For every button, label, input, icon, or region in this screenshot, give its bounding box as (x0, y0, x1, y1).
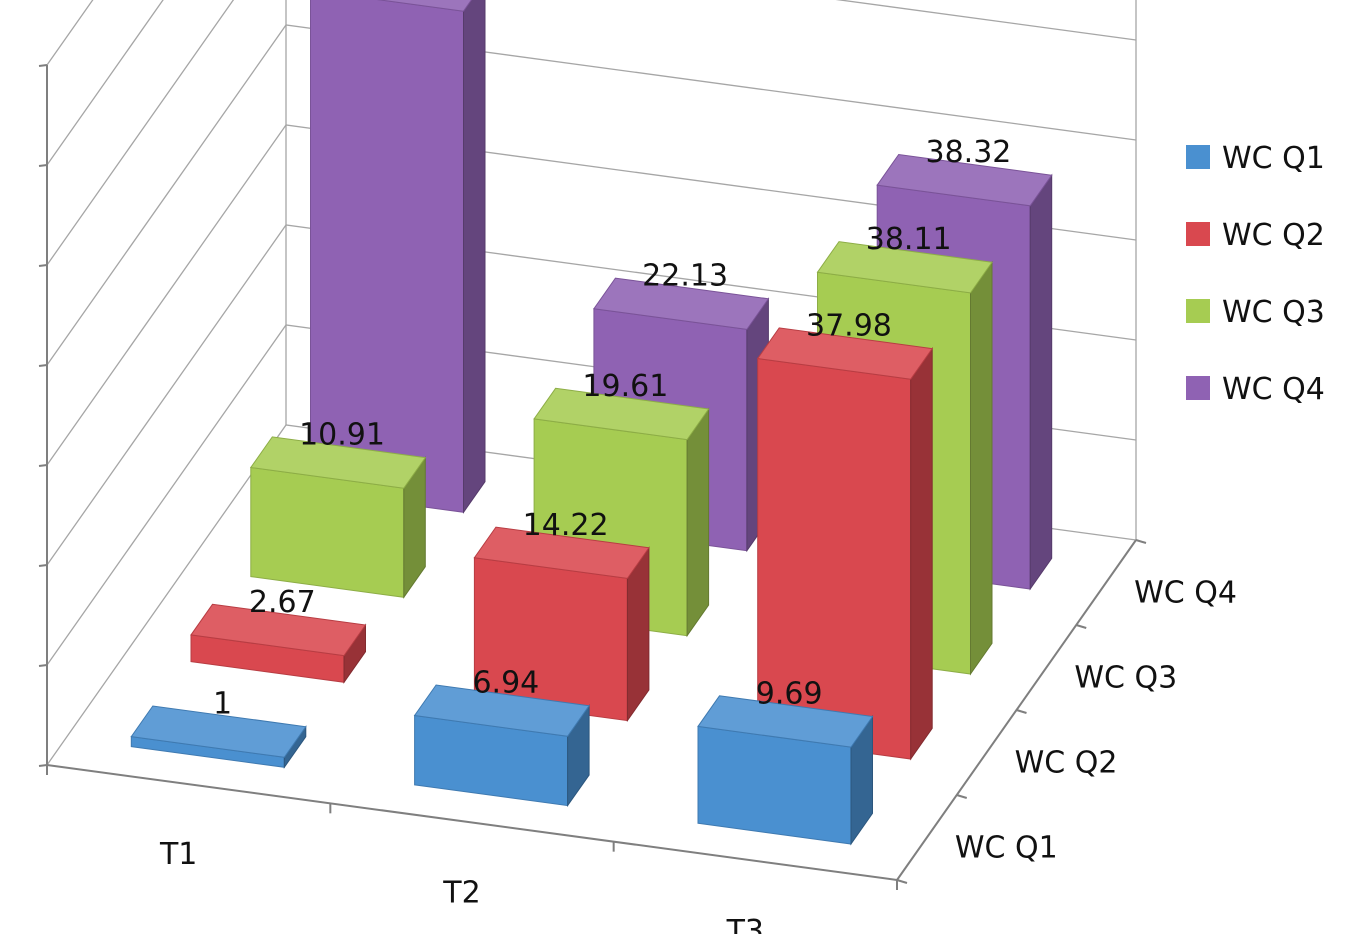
bar-top-face (473, 526, 650, 579)
data-label: 10.91 (299, 418, 385, 453)
data-label: 38.32 (926, 135, 1012, 170)
data-label: 19.61 (582, 369, 668, 404)
bar-top-face (376, 0, 472, 12)
bar-wc-q1-t3 (697, 695, 874, 846)
x-axis-line (46, 764, 898, 881)
bar-top-face (130, 705, 307, 758)
bar-side-face (910, 347, 933, 761)
legend: WC Q1 WC Q2 WC Q3 WC Q4 (1186, 141, 1325, 407)
legend-item: WC Q4 (1186, 372, 1325, 407)
y-axis-tick (38, 64, 48, 67)
bar-top-face (413, 684, 590, 737)
bar-side-face (686, 407, 710, 638)
chart-bars (130, 0, 1053, 846)
depth-tick-label: WC Q3 (1074, 661, 1177, 696)
gridline (46, 0, 1137, 266)
legend-swatch (1186, 299, 1210, 323)
legend-item: WC Q3 (1186, 295, 1325, 330)
chart-labels: 50.1122.1338.3210.9119.6138.112.6714.223… (159, 135, 1237, 934)
data-label: 6.94 (472, 666, 539, 701)
depth-axis-tick (1016, 709, 1027, 714)
depth-tick-label: WC Q2 (1015, 746, 1118, 781)
depth-tick-label: WC Q1 (955, 831, 1058, 866)
depth-axis-tick (1135, 539, 1147, 544)
bar-wc-q4-t1 (310, 0, 486, 514)
bar-top-face (697, 695, 874, 748)
depth-axis-tick (896, 879, 908, 884)
legend-swatch (1186, 222, 1210, 246)
x-tick-label: T1 (159, 837, 197, 872)
y-axis-tick (38, 264, 48, 267)
depth-tick-label: WC Q4 (1134, 576, 1237, 611)
legend-swatch (1186, 145, 1210, 169)
bar-top-face (756, 327, 934, 380)
data-label: 37.98 (806, 309, 892, 344)
legend-label: WC Q3 (1222, 295, 1325, 330)
legend-swatch (1186, 376, 1210, 400)
bar-wc-q1-t1 (130, 705, 307, 769)
bar-side-face (1029, 173, 1053, 591)
legend-label: WC Q1 (1222, 141, 1325, 176)
x-tick-label: T2 (442, 876, 480, 911)
data-label: 1 (213, 687, 232, 722)
y-axis-tick (38, 364, 48, 367)
y-axis-tick (38, 164, 48, 167)
bar-top-face (593, 277, 770, 330)
x-tick-label: T3 (726, 914, 764, 934)
depth-axis-tick (1075, 624, 1087, 629)
bar-top-face (533, 387, 710, 441)
gridline (46, 0, 164, 166)
bar-wc-q1-t2 (413, 684, 590, 808)
y-axis-tick (38, 664, 48, 667)
bar-wc-q3-t1 (249, 436, 427, 599)
y-axis-tick (38, 564, 48, 567)
data-label: 22.13 (642, 259, 728, 294)
data-label: 2.67 (249, 585, 316, 620)
bar-wc-q2-t2 (473, 526, 650, 723)
legend-item: WC Q2 (1186, 218, 1325, 253)
bar-side-face (463, 0, 486, 514)
bar-front-face (250, 466, 405, 598)
data-label: 9.69 (756, 676, 823, 711)
bar-side-face (970, 260, 993, 676)
y-axis-tick (38, 764, 48, 767)
legend-label: WC Q4 (1222, 372, 1325, 407)
chart-walls (38, 0, 1147, 890)
data-label: 14.22 (523, 508, 609, 543)
legend-item: WC Q1 (1186, 141, 1325, 176)
data-label: 38.11 (866, 222, 952, 257)
y-axis-tick (38, 464, 48, 467)
bar-wc-q2-t1 (190, 603, 367, 684)
bar-top-face (249, 436, 427, 489)
depth-axis-tick (956, 794, 968, 799)
bar-top-face (876, 153, 1053, 207)
bar-top-face (816, 241, 993, 294)
legend-label: WC Q2 (1222, 218, 1325, 253)
bar-top-face (190, 603, 367, 657)
